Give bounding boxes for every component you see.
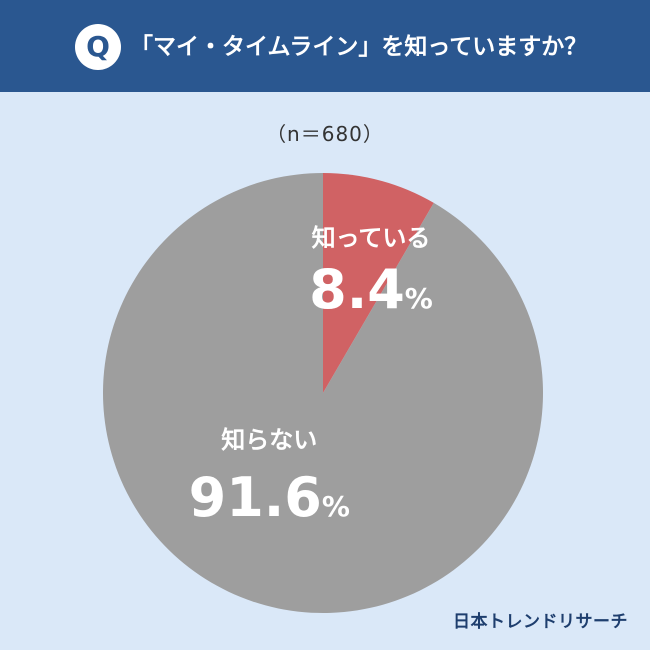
question-title: 「マイ・タイムライン」を知っていますか？ xyxy=(130,34,588,60)
pie-slice-dont-know xyxy=(103,173,544,613)
pie-slice-know xyxy=(323,173,434,393)
question-badge: Q xyxy=(75,24,121,70)
slice-label-value-dont-know: 91.6% xyxy=(189,466,350,529)
slice-label-value-know: 8.4% xyxy=(309,258,433,321)
slice-label-name-know: 知っている xyxy=(312,224,431,252)
sample-size: （n＝680） xyxy=(266,122,384,146)
slice-label-name-dont-know: 知らない xyxy=(221,426,317,454)
pie-slices xyxy=(103,173,544,613)
pie-labels: 知っている 8.4% 知らない 91.6% xyxy=(189,224,433,529)
question-header: Q 「マイ・タイムライン」を知っていますか？ xyxy=(0,0,650,92)
brand-logo-text: 日本トレンドリサーチ xyxy=(453,612,628,632)
